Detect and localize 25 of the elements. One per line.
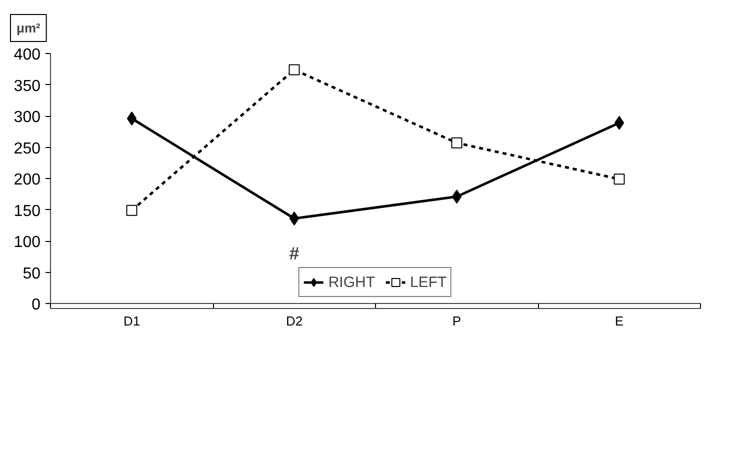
legend-label: RIGHT: [328, 274, 375, 290]
y-tick-label: 250: [14, 140, 41, 158]
point: [451, 137, 462, 148]
y-tick-label: 350: [14, 78, 41, 95]
y-axis-title: μm²: [16, 20, 42, 36]
point: [126, 204, 138, 216]
legend-label: LEFT: [410, 274, 447, 290]
point: [289, 212, 300, 226]
point: [126, 112, 137, 126]
y-tick-label: 150: [14, 202, 41, 220]
x-tick-label: P: [452, 314, 462, 328]
annotation: #: [289, 244, 300, 264]
point: [614, 116, 624, 130]
y-tick-label: 300: [14, 109, 41, 126]
x-tick-label: D1: [123, 314, 140, 328]
point: [288, 64, 300, 76]
x-tick-label: D2: [286, 314, 303, 328]
y-tick-label: 100: [14, 234, 41, 251]
point: [452, 190, 462, 204]
point: [614, 174, 625, 185]
y-tick-label: 200: [14, 172, 41, 188]
y-tick-label: 50: [22, 265, 41, 282]
y-tick-label: 0: [32, 296, 41, 314]
y-tick-label: 400: [14, 46, 41, 64]
x-tick-label: E: [614, 314, 624, 328]
